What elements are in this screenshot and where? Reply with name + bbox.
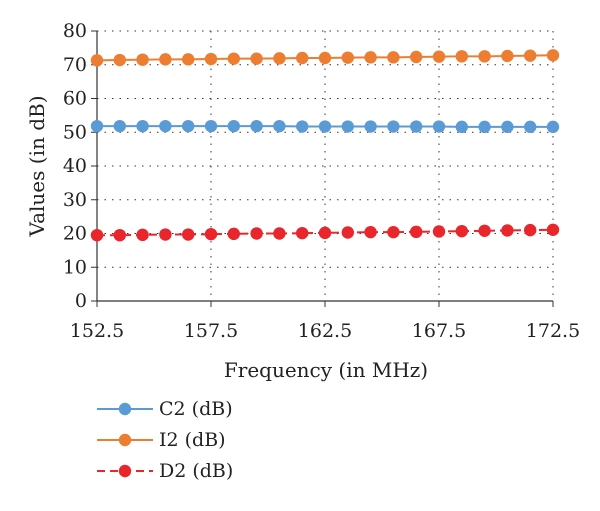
data-point-i2	[273, 52, 286, 65]
data-point-i2	[159, 53, 172, 66]
data-point-c2	[432, 120, 446, 133]
legend-item-c2: C2 (dB)	[95, 393, 233, 424]
y-tick-label: 20	[63, 223, 87, 245]
y-tick-label: 40	[63, 155, 87, 177]
data-point-i2	[318, 51, 332, 65]
data-point-i2	[524, 49, 537, 62]
data-point-d2	[227, 227, 240, 241]
series-layer	[90, 49, 560, 242]
data-point-d2	[273, 227, 286, 240]
data-point-d2	[90, 228, 104, 242]
data-point-c2	[296, 120, 309, 133]
y-tick-label: 50	[63, 121, 87, 143]
data-point-c2	[341, 120, 354, 133]
data-point-i2	[364, 51, 377, 64]
data-point-d2	[318, 226, 332, 240]
data-point-d2	[113, 228, 127, 242]
data-point-c2	[90, 119, 104, 133]
data-point-c2	[410, 120, 423, 133]
y-tick-label: 70	[63, 54, 87, 76]
y-tick-label: 30	[63, 189, 87, 211]
data-point-c2	[273, 119, 286, 133]
data-point-d2	[501, 224, 514, 237]
data-point-c2	[546, 120, 560, 134]
data-point-i2	[410, 50, 423, 64]
legend-item-i2: I2 (dB)	[95, 424, 233, 455]
axes	[91, 30, 554, 307]
data-point-d2	[182, 228, 195, 241]
data-point-i2	[136, 53, 149, 66]
data-point-c2	[501, 120, 514, 134]
data-point-d2	[204, 227, 218, 241]
data-point-c2	[387, 120, 400, 133]
y-axis-title: Values (in dB)	[25, 95, 49, 237]
data-point-c2	[113, 119, 127, 133]
y-tick-label: 10	[63, 256, 87, 278]
x-axis-title: Frequency (in MHz)	[224, 358, 428, 382]
data-point-i2	[227, 52, 240, 65]
data-point-c2	[455, 120, 468, 134]
data-point-i2	[113, 53, 127, 67]
data-point-i2	[182, 53, 195, 66]
x-tick-label: 172.5	[526, 320, 580, 342]
data-point-d2	[250, 227, 263, 240]
data-point-i2	[204, 52, 218, 66]
y-tick-label: 60	[63, 88, 87, 110]
data-point-d2	[364, 225, 377, 239]
legend-label-c2: C2 (dB)	[159, 397, 233, 420]
legend: C2 (dB) I2 (dB) D2 (dB)	[95, 393, 233, 486]
data-point-i2	[432, 50, 446, 63]
x-tick-label: 152.5	[70, 320, 124, 342]
legend-swatch-d2	[97, 464, 153, 477]
data-point-c2	[250, 119, 263, 133]
x-tick-label: 157.5	[184, 320, 238, 342]
data-point-c2	[204, 119, 218, 133]
tick-labels: 0 10 20 30 40 50 60 70 80 152.5 157.5 162.5 167.5 172…	[63, 20, 580, 342]
x-tick-label: 167.5	[412, 320, 466, 342]
data-point-d2	[296, 226, 309, 240]
data-point-i2	[250, 52, 263, 65]
data-point-d2	[159, 228, 172, 241]
data-point-i2	[296, 51, 309, 65]
data-point-d2	[455, 224, 468, 238]
x-tick-label: 162.5	[298, 320, 352, 342]
data-point-c2	[227, 119, 240, 133]
legend-label-i2: I2 (dB)	[159, 428, 226, 451]
data-point-d2	[432, 225, 446, 238]
data-point-i2	[501, 49, 514, 63]
data-point-d2	[136, 228, 149, 242]
data-point-i2	[387, 51, 400, 64]
data-point-d2	[524, 223, 537, 237]
y-tick-label: 0	[75, 290, 87, 312]
data-point-d2	[387, 225, 400, 239]
data-point-c2	[136, 119, 149, 133]
data-point-c2	[318, 120, 332, 133]
data-point-c2	[524, 120, 537, 134]
data-point-d2	[546, 223, 560, 236]
legend-item-d2: D2 (dB)	[95, 455, 233, 486]
legend-swatch-i2	[97, 433, 153, 446]
data-point-i2	[455, 50, 468, 63]
y-tick-label: 80	[63, 20, 87, 42]
legend-swatch-c2	[97, 402, 153, 415]
data-point-c2	[478, 120, 491, 134]
data-point-i2	[478, 50, 491, 63]
data-point-i2	[546, 49, 560, 62]
gridlines	[97, 30, 554, 301]
data-point-i2	[90, 54, 104, 67]
data-point-i2	[341, 51, 354, 64]
data-point-c2	[182, 119, 195, 133]
data-point-c2	[364, 120, 377, 133]
data-point-c2	[159, 119, 172, 133]
data-point-d2	[341, 226, 354, 239]
data-point-d2	[410, 225, 423, 239]
data-point-d2	[478, 224, 491, 237]
legend-label-d2: D2 (dB)	[159, 459, 234, 482]
